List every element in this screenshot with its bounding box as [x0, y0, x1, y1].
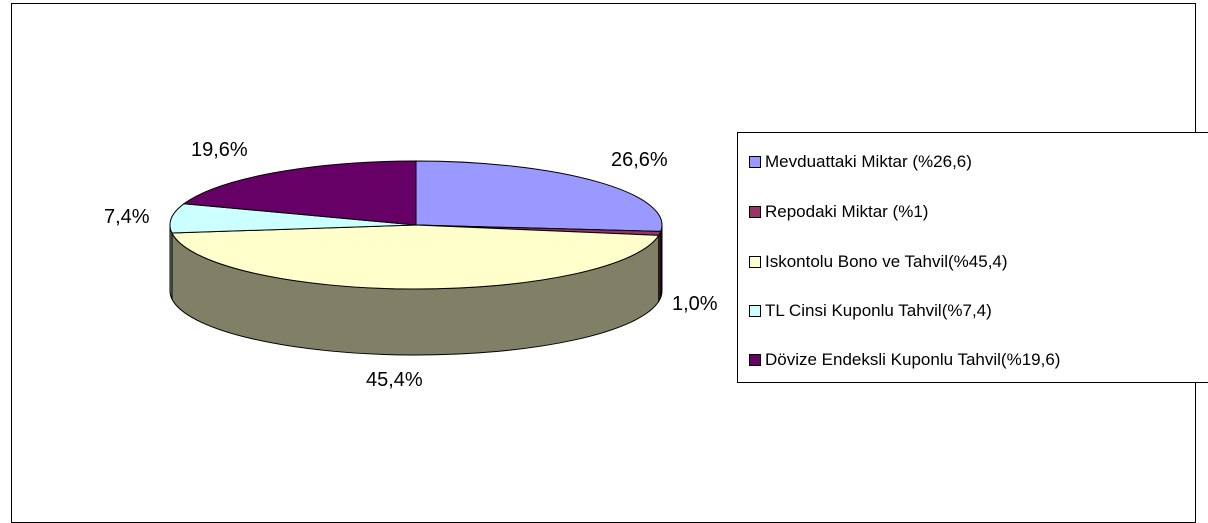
legend-label-dovize: Dövize Endeksli Kuponlu Tahvil(%19,6) [765, 350, 1061, 369]
data-label-mevduat: 26,6% [611, 149, 668, 171]
legend-swatch-dovize [749, 354, 761, 366]
legend-label-repo: Repodaki Miktar (%1) [765, 202, 929, 221]
legend-label-mevduat: Mevduattaki Miktar (%26,6) [765, 152, 972, 171]
pie-chart [169, 160, 663, 356]
legend-item-tl-cinsi: TL Cinsi Kuponlu Tahvil(%7,4) [749, 299, 992, 323]
pie-side-tl-cinsi [169, 224, 173, 300]
pie-slice-tl-cinsi [169, 203, 417, 234]
pie-slice-mevduat [415, 160, 663, 232]
legend-swatch-tl-cinsi [749, 305, 761, 317]
legend-swatch-mevduat [749, 156, 761, 168]
pie-slice-dovize [182, 160, 417, 226]
legend-label-tl-cinsi: TL Cinsi Kuponlu Tahvil(%7,4) [765, 301, 992, 320]
legend-item-mevduat: Mevduattaki Miktar (%26,6) [749, 150, 972, 174]
pie-slice-iskontolu [171, 224, 660, 290]
legend-swatch-repo [749, 206, 761, 218]
data-label-repo: 1,0% [672, 293, 718, 315]
chart-legend: Mevduattaki Miktar (%26,6) Repodaki Mikt… [737, 132, 1208, 383]
legend-label-iskontolu: Iskontolu Bono ve Tahvil(%45,4) [765, 252, 1008, 271]
legend-swatch-iskontolu [749, 256, 761, 268]
data-label-iskontolu: 45,4% [366, 369, 423, 391]
legend-item-dovize: Dövize Endeksli Kuponlu Tahvil(%19,6) [749, 348, 1060, 372]
legend-item-repo: Repodaki Miktar (%1) [749, 200, 928, 224]
data-label-dovize: 19,6% [191, 139, 248, 161]
legend-item-iskontolu: Iskontolu Bono ve Tahvil(%45,4) [749, 250, 1008, 274]
data-label-tl-cinsi: 7,4% [104, 206, 150, 228]
